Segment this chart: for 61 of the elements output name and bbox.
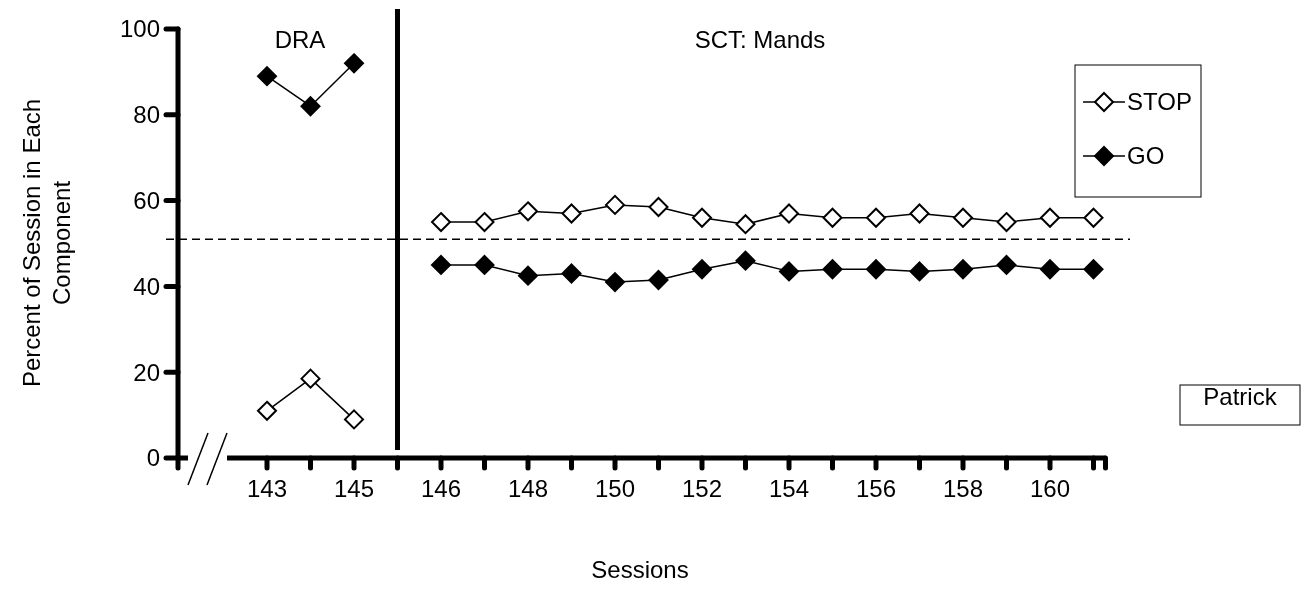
- point: [561, 203, 582, 224]
- x-axis-title: Sessions: [591, 556, 689, 583]
- point: [648, 197, 669, 218]
- y-axis-title: Percent of Session in Each Component: [18, 98, 75, 388]
- point: [605, 272, 625, 293]
- y-tick-label: 60: [133, 187, 160, 214]
- annotation: DRA: [274, 26, 326, 53]
- x-tick-label: 143: [246, 475, 288, 502]
- x-tick-label: 158: [942, 475, 984, 502]
- point: [866, 259, 886, 280]
- x-tick-label: 160: [1029, 475, 1071, 502]
- y-tick-label: 40: [133, 272, 160, 300]
- y-tick-label: 0: [146, 444, 160, 472]
- y-tick-label: 80: [133, 101, 160, 129]
- x-tick-label: 146: [420, 475, 462, 502]
- point: [735, 250, 756, 271]
- point: [692, 259, 712, 280]
- point: [909, 261, 930, 282]
- point: [431, 254, 451, 275]
- point: [822, 207, 843, 228]
- point: [1040, 259, 1060, 280]
- point: [518, 201, 538, 222]
- point: [735, 214, 756, 235]
- point: [474, 254, 495, 275]
- legend-label: GO: [1127, 142, 1165, 170]
- point: [257, 400, 277, 421]
- annotation: SCT: Mands: [694, 26, 826, 53]
- point: [692, 207, 712, 228]
- point: [909, 203, 930, 224]
- y-tick-label: 100: [119, 15, 160, 43]
- point: [605, 194, 625, 215]
- y-tick-label: 20: [133, 358, 160, 386]
- point: [344, 409, 364, 430]
- point: [561, 263, 582, 284]
- point: [431, 212, 451, 233]
- point: [953, 207, 973, 228]
- point: [779, 203, 799, 224]
- point: [1083, 207, 1104, 228]
- text: Patrick: [1203, 383, 1278, 410]
- x-tick-label: 148: [507, 475, 549, 502]
- x-tick-label: 154: [768, 475, 810, 502]
- point: [996, 254, 1017, 275]
- x-tick-label: 150: [594, 475, 636, 502]
- point: [1083, 259, 1104, 280]
- x-tick-label: 156: [855, 475, 897, 502]
- point: [996, 212, 1017, 233]
- point: [953, 259, 973, 280]
- x-tick-label: 145: [333, 475, 375, 502]
- legend-label: STOP: [1127, 88, 1192, 116]
- point: [257, 66, 277, 87]
- point: [300, 96, 321, 117]
- point: [779, 261, 799, 282]
- point: [1040, 207, 1060, 228]
- point: [474, 212, 495, 233]
- x-tick-label: 152: [681, 475, 723, 502]
- point: [866, 207, 886, 228]
- point: [822, 259, 843, 280]
- point: [300, 368, 321, 389]
- point: [344, 53, 364, 74]
- point: [518, 265, 538, 286]
- point: [648, 269, 669, 290]
